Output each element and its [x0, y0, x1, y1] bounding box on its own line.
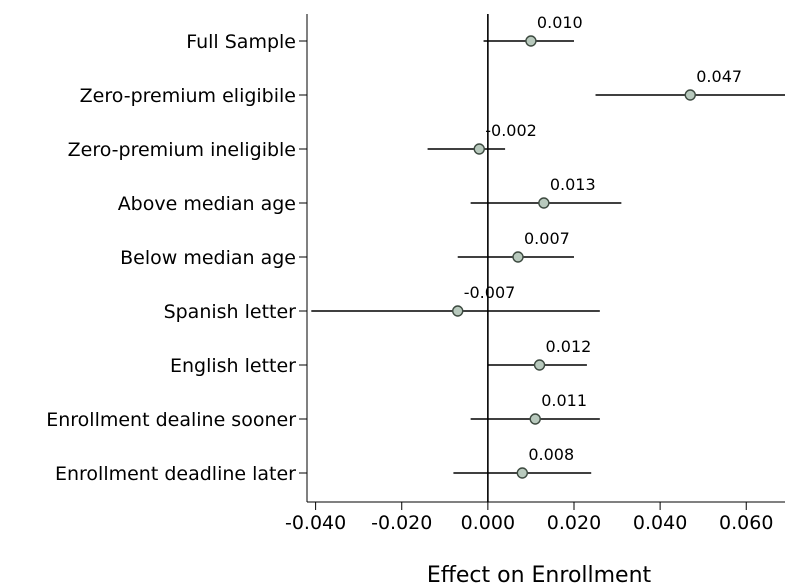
category-label: Spanish letter [164, 301, 297, 323]
point-estimate [512, 251, 524, 263]
plot-area: -0.040 -0.020 0.000 0.020 0.040 0.060 Full Sam… [46, 13, 785, 534]
x-tick-label: -0.040 [285, 512, 346, 534]
estimate-label: 0.047 [696, 67, 742, 86]
estimate-label: 0.013 [550, 175, 596, 194]
point-estimate [452, 305, 464, 317]
x-tick-label: 0.020 [547, 512, 601, 534]
category-label: Zero-premium eligibile [80, 85, 296, 107]
category-label: Enrollment dealine sooner [46, 409, 296, 431]
x-tick-label: -0.020 [371, 512, 432, 534]
estimate-label: 0.007 [524, 229, 570, 248]
category-label: English letter [170, 355, 296, 377]
estimate-label: 0.010 [537, 13, 583, 32]
point-estimate [538, 197, 550, 209]
estimate-label: 0.011 [541, 391, 587, 410]
estimate-label: -0.007 [464, 283, 516, 302]
estimate-label: 0.012 [546, 337, 592, 356]
point-estimate [533, 359, 546, 371]
estimate-label: -0.002 [485, 121, 537, 140]
point-estimate [684, 89, 696, 101]
point-estimate [516, 467, 529, 479]
category-label: Above median age [118, 193, 296, 215]
x-axis-title: Effect on Enrollment [427, 563, 652, 586]
x-tick-label: 0.040 [633, 512, 687, 534]
point-estimate [529, 413, 541, 425]
point-estimate [525, 35, 537, 47]
category-label: Zero-premium ineligible [68, 139, 296, 161]
category-label: Below median age [120, 247, 296, 269]
category-label: Enrollment deadline later [55, 463, 296, 485]
point-estimate [473, 143, 485, 155]
category-label: Full Sample [186, 31, 296, 53]
x-tick-label: 0.060 [719, 512, 773, 534]
x-tick-label: 0.000 [461, 512, 515, 534]
estimate-label: 0.008 [528, 445, 574, 464]
